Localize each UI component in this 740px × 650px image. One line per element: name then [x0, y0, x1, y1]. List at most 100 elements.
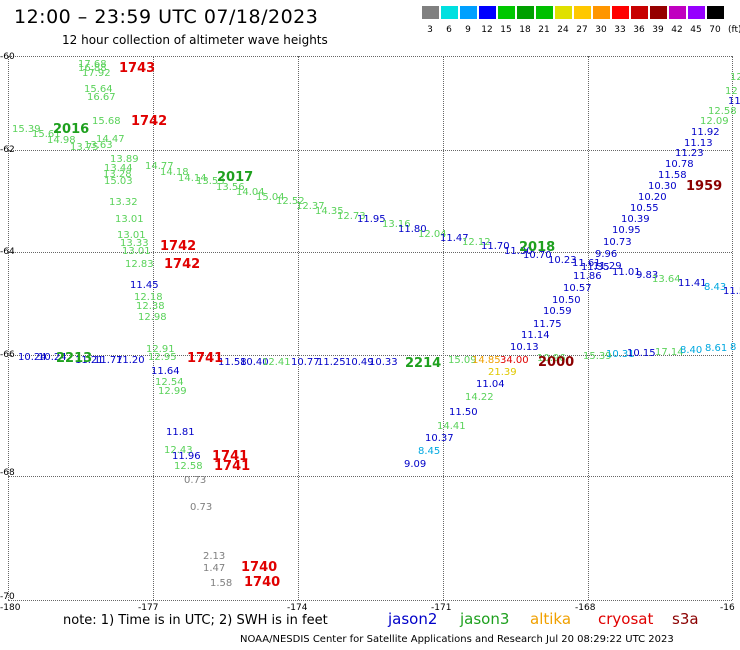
wave-height-value: 14.18 [160, 167, 189, 178]
wave-height-value: 10.20 [638, 192, 667, 203]
legend-label: 24 [557, 25, 569, 35]
wave-height-value: 10.24 [18, 352, 47, 363]
wave-height-value: 15.04 [256, 192, 285, 203]
satellite-key-jason3: jason3 [460, 610, 510, 628]
wave-height-value: 11.47 [440, 233, 469, 244]
wave-height-value: 12 [725, 86, 738, 97]
latitude-label: -60 [0, 52, 15, 62]
wave-height-value: 12.58 [708, 106, 737, 117]
wave-height-value: 12.37 [296, 201, 325, 212]
wave-height-value: 11.80 [398, 224, 427, 235]
wave-height-value: 11.64 [151, 366, 180, 377]
wave-height-value: 1.47 [203, 563, 226, 574]
wave-height-value: 8.61 [705, 343, 728, 354]
wave-height-value: 13.53 [196, 176, 225, 187]
legend-swatch [536, 6, 553, 19]
wave-height-value: 0.73 [190, 502, 213, 513]
wave-height-value: 12.99 [158, 386, 187, 397]
wave-height-value: 17.92 [82, 68, 111, 79]
legend-label: 33 [614, 25, 626, 35]
wave-height-value: 10.31 [606, 349, 635, 360]
latitude-label: -68 [0, 468, 15, 478]
pass-time-label: 2214 [405, 356, 442, 371]
wave-height-value: 14.98 [47, 135, 76, 146]
wave-height-value: 11.04 [476, 379, 505, 390]
wave-height-value: 12.52 [276, 196, 305, 207]
wave-height-value: 10.96 [537, 353, 566, 364]
grid-line-vertical [153, 56, 154, 600]
wave-height-value: 12.04 [418, 229, 447, 240]
wave-height-value: 14.47 [96, 134, 125, 145]
wave-height-value: 11.58 [218, 357, 247, 368]
pass-time-label: 1742 [160, 239, 197, 254]
wave-height-value: 9.09 [404, 459, 427, 470]
legend-label: 36 [633, 25, 645, 35]
wave-height-value: 11.41 [678, 278, 707, 289]
wave-height-value: 12 [730, 72, 740, 83]
latitude-label: -70 [0, 592, 15, 602]
wave-height-value: 14.35 [315, 206, 344, 217]
wave-height-value: 10.73 [603, 237, 632, 248]
wave-height-value: 11.01 [612, 267, 641, 278]
wave-height-value: 2.13 [203, 551, 226, 562]
wave-height-value: 10.30 [648, 181, 677, 192]
wave-height-value: 14.04 [236, 187, 265, 198]
wave-height-value: 8.43 [704, 282, 727, 293]
grid-line-horizontal [8, 56, 732, 57]
legend-label: 15 [500, 25, 512, 35]
wave-height-value: 12.09 [700, 116, 729, 127]
wave-height-value: 10.49 [345, 357, 374, 368]
wave-height-value: 13.64 [652, 274, 681, 285]
legend-label: 30 [595, 25, 607, 35]
legend-swatch [669, 6, 686, 19]
wave-height-value: 11.86 [573, 271, 602, 282]
wave-height-value: 16.88 [78, 63, 107, 74]
wave-height-value: 10.39 [621, 214, 650, 225]
pass-time-label: 2018 [519, 240, 556, 255]
latitude-label: -64 [0, 247, 15, 257]
wave-height-value: 15.03 [104, 176, 133, 187]
wave-height-value: 11.50 [449, 407, 478, 418]
legend-label: 27 [576, 25, 588, 35]
grid-line-horizontal [8, 600, 732, 601]
wave-height-value: 15.09 [448, 355, 477, 366]
wave-height-value: 15.64 [84, 84, 113, 95]
legend-swatch [479, 6, 496, 19]
grid-line-vertical [588, 56, 589, 600]
wave-height-value: 14.14 [178, 173, 207, 184]
wave-height-value: 11.58 [658, 170, 687, 181]
wave-height-value: 11.61 [572, 258, 601, 269]
satellite-key-cryosat: cryosat [598, 610, 654, 628]
wave-height-value: 14.22 [465, 392, 494, 403]
pass-time-label: 1741 [212, 449, 249, 464]
wave-height-value: 10.77 [291, 357, 320, 368]
pass-time-label: 1741 [214, 459, 251, 474]
longitude-label: -16 [720, 603, 735, 613]
pass-time-label: 2017 [217, 170, 254, 185]
wave-height-value: 12.91 [146, 344, 175, 355]
wave-height-value: 13.01 [117, 230, 146, 241]
wave-height-value: 12.73 [337, 211, 366, 222]
latitude-label: -66 [0, 350, 15, 360]
grid-line-horizontal [8, 150, 732, 151]
wave-height-value: 8.45 [418, 446, 441, 457]
legend-label: 9 [465, 25, 471, 35]
grid-line-vertical [8, 56, 9, 600]
legend-label: 45 [690, 25, 702, 35]
wave-height-value: 12.83 [125, 259, 154, 270]
wave-height-value: 15.61 [32, 129, 61, 140]
legend-swatch [498, 6, 515, 19]
longitude-label: -177 [138, 603, 159, 613]
pass-time-label: 2000 [538, 355, 575, 370]
wave-height-value: 13.63 [84, 140, 113, 151]
grid-line-horizontal [8, 355, 732, 356]
legend-label: 18 [519, 25, 531, 35]
wave-height-value: 16.67 [87, 92, 116, 103]
wave-height-value: 10.24 [38, 352, 67, 363]
wave-height-value: 14.85 [472, 355, 501, 366]
wave-height-value: 10.37 [425, 433, 454, 444]
wave-height-value: 8.40 [680, 345, 703, 356]
legend-label: 12 [481, 25, 493, 35]
credit-line: NOAA/NESDIS Center for Satellite Applica… [240, 634, 674, 645]
legend-label: 39 [652, 25, 664, 35]
